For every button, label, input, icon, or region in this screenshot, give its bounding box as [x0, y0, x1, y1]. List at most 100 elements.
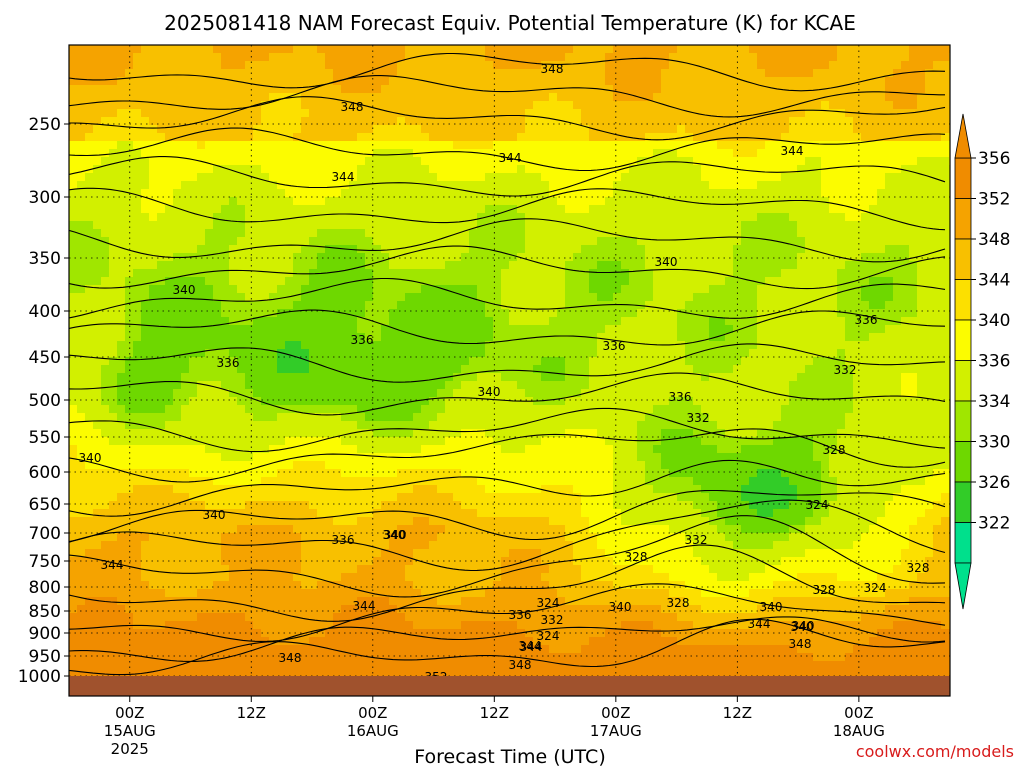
fill-cell — [309, 197, 318, 206]
fill-cell — [229, 45, 238, 54]
fill-cell — [821, 69, 830, 78]
fill-cell — [389, 45, 398, 54]
fill-cell — [837, 45, 846, 54]
fill-cell — [493, 229, 502, 238]
fill-cell — [861, 157, 870, 166]
fill-cell — [725, 357, 734, 366]
fill-cell — [661, 85, 670, 94]
fill-cell — [453, 77, 462, 86]
fill-cell — [501, 309, 510, 318]
fill-cell — [429, 325, 438, 334]
fill-cell — [181, 149, 190, 158]
fill-cell — [261, 61, 270, 70]
fill-cell — [453, 261, 462, 270]
fill-cell — [901, 285, 910, 294]
fill-cell — [133, 213, 142, 222]
fill-cell — [461, 357, 470, 366]
fill-cell — [453, 381, 462, 390]
fill-cell — [661, 117, 670, 126]
fill-cell — [277, 181, 286, 190]
fill-cell — [333, 141, 342, 150]
fill-cell — [277, 61, 286, 70]
fill-cell — [93, 165, 102, 174]
fill-cell — [837, 157, 846, 166]
fill-cell — [493, 205, 502, 214]
fill-cell — [725, 173, 734, 182]
fill-cell — [765, 149, 774, 158]
fill-cell — [285, 365, 294, 374]
fill-cell — [565, 253, 574, 262]
fill-cell — [621, 277, 630, 286]
fill-cell — [861, 125, 870, 134]
fill-cell — [805, 77, 814, 86]
fill-cell — [821, 125, 830, 134]
fill-cell — [581, 357, 590, 366]
fill-cell — [933, 213, 942, 222]
fill-cell — [381, 365, 390, 374]
fill-cell — [117, 221, 126, 230]
fill-cell — [149, 381, 158, 390]
fill-cell — [933, 117, 942, 126]
fill-cell — [629, 277, 638, 286]
fill-cell — [693, 229, 702, 238]
fill-cell — [477, 45, 486, 54]
fill-cell — [69, 149, 78, 158]
fill-cell — [645, 277, 654, 286]
fill-cell — [797, 333, 806, 342]
fill-cell — [733, 237, 742, 246]
fill-cell — [877, 61, 886, 70]
fill-cell — [821, 53, 830, 62]
fill-cell — [237, 285, 246, 294]
fill-cell — [333, 109, 342, 118]
fill-cell — [453, 125, 462, 134]
fill-cell — [101, 165, 110, 174]
fill-cell — [269, 85, 278, 94]
fill-cell — [845, 333, 854, 342]
fill-cell — [925, 117, 934, 126]
fill-cell — [741, 317, 750, 326]
fill-cell — [837, 365, 846, 374]
fill-cell — [765, 373, 774, 382]
fill-cell — [141, 317, 150, 326]
fill-cell — [493, 309, 502, 318]
fill-cell — [157, 277, 166, 286]
fill-cell — [77, 237, 86, 246]
fill-cell — [741, 237, 750, 246]
fill-cell — [549, 333, 558, 342]
fill-cell — [925, 373, 934, 382]
fill-cell — [93, 325, 102, 334]
fill-cell — [341, 189, 350, 198]
fill-cell — [901, 389, 910, 398]
fill-cell — [253, 77, 262, 86]
fill-cell — [389, 325, 398, 334]
fill-cell — [333, 173, 342, 182]
fill-cell — [501, 333, 510, 342]
fill-cell — [365, 157, 374, 166]
fill-cell — [677, 397, 686, 406]
fill-cell — [221, 229, 230, 238]
fill-cell — [397, 229, 406, 238]
fill-cell — [565, 213, 574, 222]
fill-cell — [709, 365, 718, 374]
fill-cell — [125, 149, 134, 158]
fill-cell — [485, 181, 494, 190]
fill-cell — [421, 277, 430, 286]
fill-cell — [309, 181, 318, 190]
fill-cell — [925, 53, 934, 62]
fill-cell — [925, 221, 934, 230]
fill-cell — [917, 229, 926, 238]
fill-cell — [261, 301, 270, 310]
fill-cell — [141, 293, 150, 302]
fill-cell — [149, 349, 158, 358]
fill-cell — [909, 53, 918, 62]
fill-cell — [557, 365, 566, 374]
fill-cell — [853, 293, 862, 302]
fill-cell — [117, 77, 126, 86]
fill-cell — [157, 85, 166, 94]
fill-cell — [269, 397, 278, 406]
fill-cell — [77, 109, 86, 118]
fill-cell — [893, 61, 902, 70]
fill-cell — [157, 301, 166, 310]
fill-cell — [133, 261, 142, 270]
fill-cell — [413, 77, 422, 86]
